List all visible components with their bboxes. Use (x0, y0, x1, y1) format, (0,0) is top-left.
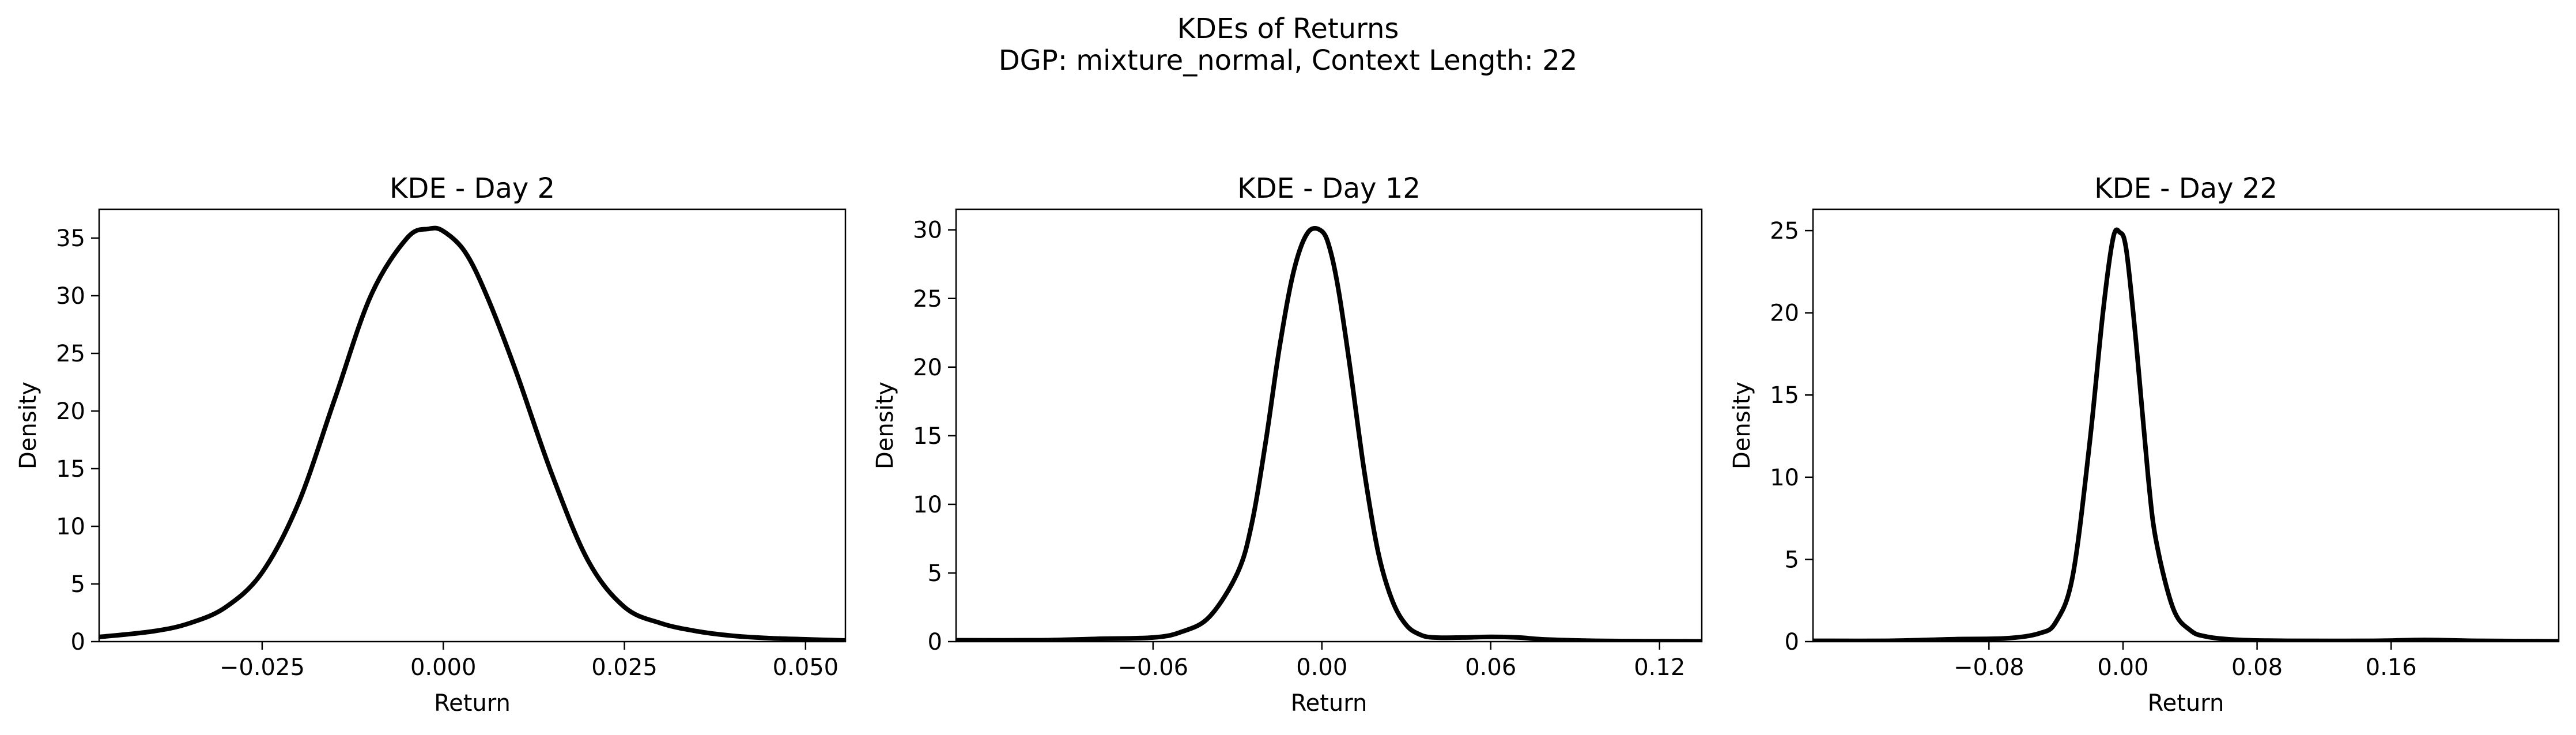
panel-title: KDE - Day 2 (390, 172, 555, 205)
x-tick-label: 0.00 (1296, 654, 1347, 681)
y-tick-label: 25 (1770, 218, 1799, 244)
x-tick-label: 0.08 (2231, 654, 2283, 681)
y-tick-label: 10 (56, 514, 85, 540)
y-tick-label: 30 (913, 217, 942, 244)
x-tick-label: −0.08 (1954, 654, 2024, 681)
kde-panel-3: KDE - Day 22 −0.08 0.00 0.08 0.16 0 5 10 15 20 25 R… (1729, 172, 2560, 717)
y-tick-label: 15 (56, 456, 85, 483)
y-tick-label: 5 (1785, 546, 1799, 573)
y-tick-label: 5 (928, 560, 942, 587)
kde-line (956, 226, 1702, 642)
figure-subtitle: DGP: mixture_normal, Context Length: 22 (998, 44, 1578, 77)
axes-frame (98, 208, 847, 643)
kde-panel-1: KDE - Day 2 −0.025 0.000 0.025 0.050 0 5 10 15 20… (15, 172, 847, 717)
kde-panel-2: KDE - Day 12 −0.06 0.00 0.06 0.12 0 5 10 15 20 25 3… (872, 172, 1703, 717)
y-tick-label: 10 (1770, 465, 1799, 491)
x-tick-label: −0.06 (1118, 654, 1189, 681)
y-tick-label: 5 (71, 571, 85, 598)
panel-title: KDE - Day 12 (1237, 172, 1421, 205)
y-tick-label: 15 (913, 423, 942, 450)
x-axis-label: Return (434, 690, 511, 717)
y-tick-label: 20 (1770, 300, 1799, 327)
x-tick-label: 0.000 (410, 654, 477, 681)
y-tick-label: 30 (56, 283, 85, 310)
y-axis-label: Density (15, 382, 41, 469)
y-tick-label: 20 (913, 355, 942, 381)
panel-title: KDE - Day 22 (2094, 172, 2277, 205)
x-tick-label: 0.00 (2097, 654, 2148, 681)
x-tick-label: 0.050 (773, 654, 839, 681)
y-tick-label: 10 (913, 492, 942, 518)
x-axis-label: Return (2148, 690, 2224, 717)
axes-frame (955, 208, 1703, 643)
y-tick-label: 0 (71, 629, 85, 655)
y-tick-label: 25 (56, 341, 85, 367)
x-axis-label: Return (1291, 690, 1368, 717)
kde-line (1813, 227, 2559, 642)
y-tick-label: 0 (1785, 629, 1799, 655)
x-tick-label: 0.16 (2366, 654, 2417, 681)
x-tick-label: 0.06 (1465, 654, 1516, 681)
y-tick-label: 0 (928, 629, 942, 655)
x-tick-label: 0.025 (591, 654, 658, 681)
y-axis-label: Density (1729, 382, 1755, 469)
axes-frame (1812, 208, 2560, 643)
y-tick-label: 25 (913, 286, 942, 312)
y-tick-label: 15 (1770, 382, 1799, 409)
kde-line (99, 225, 845, 642)
y-tick-label: 35 (56, 225, 85, 252)
x-tick-label: −0.025 (220, 654, 305, 681)
y-axis-label: Density (872, 382, 898, 469)
x-tick-label: 0.12 (1634, 654, 1685, 681)
figure-title: KDEs of Returns (1177, 13, 1399, 45)
y-tick-label: 20 (56, 398, 85, 425)
